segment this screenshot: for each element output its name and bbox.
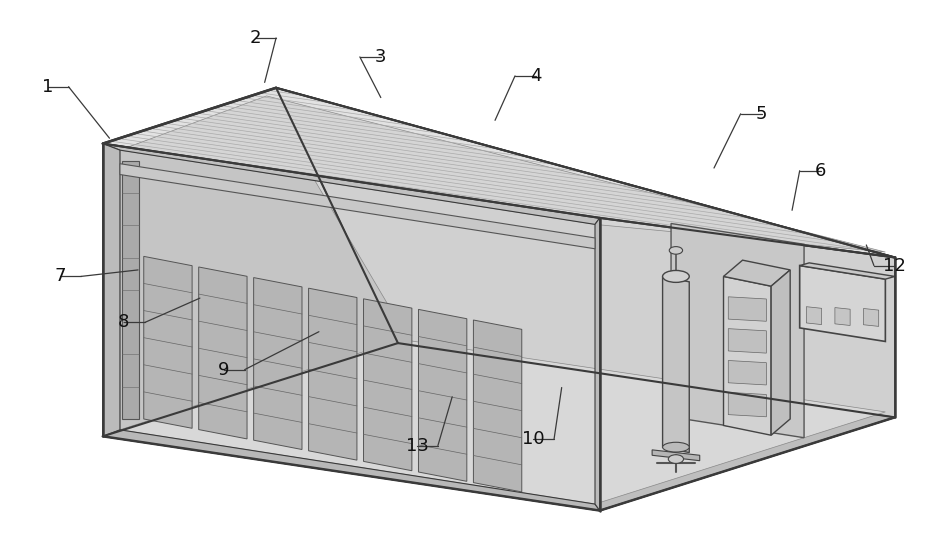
Polygon shape [103,144,600,511]
Polygon shape [724,276,771,435]
Polygon shape [103,144,120,436]
Polygon shape [835,308,850,325]
Polygon shape [771,270,790,435]
Circle shape [669,247,683,254]
Polygon shape [806,307,822,325]
Polygon shape [652,450,700,461]
Polygon shape [253,278,302,449]
Polygon shape [800,266,885,341]
Text: 3: 3 [375,48,387,66]
Polygon shape [103,144,600,224]
Polygon shape [728,328,766,353]
Polygon shape [103,88,895,257]
Text: 10: 10 [522,430,545,448]
Polygon shape [276,88,895,417]
Polygon shape [724,260,790,286]
Polygon shape [120,99,407,430]
Polygon shape [103,343,895,511]
Text: 4: 4 [530,67,542,85]
Ellipse shape [663,270,689,282]
Polygon shape [473,320,522,492]
Polygon shape [120,164,595,249]
Polygon shape [663,276,689,453]
Polygon shape [120,340,885,504]
Polygon shape [595,218,600,511]
Text: 5: 5 [756,105,767,123]
Polygon shape [419,309,466,481]
Text: 7: 7 [54,267,66,286]
Polygon shape [122,161,139,419]
Text: 1: 1 [42,78,53,96]
Text: 2: 2 [249,29,261,47]
Ellipse shape [663,442,689,452]
Polygon shape [364,299,412,471]
Polygon shape [671,223,804,438]
Polygon shape [600,218,895,511]
Polygon shape [728,392,766,417]
Text: 13: 13 [406,436,428,455]
Polygon shape [800,263,895,279]
Text: 6: 6 [815,162,826,180]
Polygon shape [120,96,885,252]
Polygon shape [199,267,248,439]
Polygon shape [728,297,766,321]
Circle shape [668,455,684,463]
Polygon shape [863,308,879,326]
Text: 9: 9 [218,360,229,379]
Polygon shape [728,360,766,385]
Polygon shape [144,256,192,428]
Polygon shape [308,288,357,460]
Text: 12: 12 [883,256,906,275]
Polygon shape [103,430,600,511]
Text: 8: 8 [118,313,129,332]
